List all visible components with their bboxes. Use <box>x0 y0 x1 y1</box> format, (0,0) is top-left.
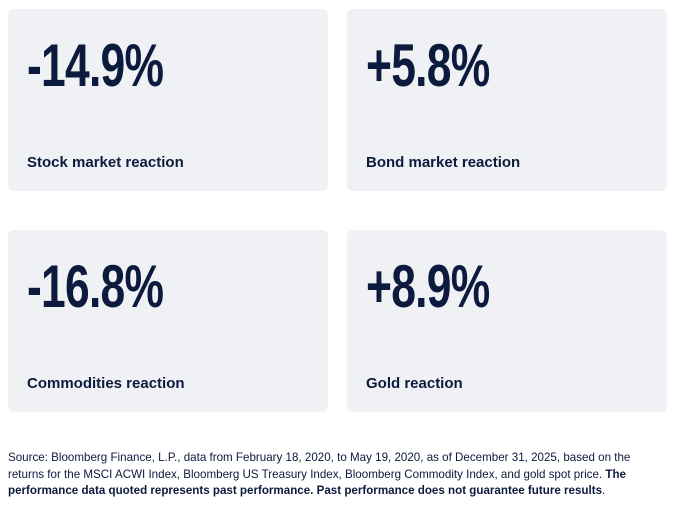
card-label: Stock market reaction <box>27 154 184 171</box>
card-value: -16.8% <box>27 253 164 320</box>
card-label: Bond market reaction <box>366 154 521 171</box>
footnote: Source: Bloomberg Finance, L.P., data fr… <box>8 450 658 500</box>
footnote-text: Source: Bloomberg Finance, L.P., data fr… <box>8 451 631 481</box>
card-label: Commodities reaction <box>27 375 185 392</box>
footnote-disclaimer: The performance data quoted represents p… <box>8 467 626 498</box>
card: -16.8% Commodities reaction <box>8 230 328 412</box>
card: -14.9% Stock market reaction <box>8 9 328 191</box>
card-value: +8.9% <box>366 253 490 320</box>
card: +8.9% Gold reaction <box>347 230 667 412</box>
card-label: Gold reaction <box>366 375 463 392</box>
card: +5.8% Bond market reaction <box>347 9 667 191</box>
card-value: -14.9% <box>27 32 164 99</box>
card-value: +5.8% <box>366 32 490 99</box>
footnote-end: . <box>602 484 606 497</box>
